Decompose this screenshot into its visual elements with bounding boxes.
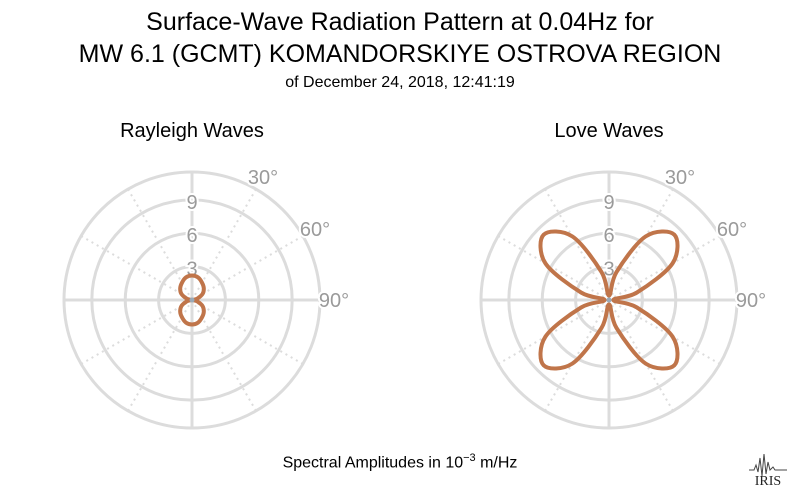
rayleigh-data-point-45: [202, 286, 206, 290]
love-data-point-30: [644, 234, 648, 238]
chart-title-line-2: MW 6.1 (GCMT) KOMANDORSKIYE OSTROVA REGI…: [78, 40, 722, 68]
love-data-point-225: [542, 363, 546, 367]
caption-prefix: Spectral Amplitudes in 10: [282, 454, 464, 472]
love-data-point-345: [599, 270, 604, 274]
rayleigh-data-point-225: [178, 310, 182, 314]
love-r-tick-9: 9: [603, 192, 614, 214]
love-data-point-210: [570, 362, 574, 366]
love-angle-label-60: 60°: [717, 219, 747, 241]
love-data-point-330: [570, 234, 574, 238]
rayleigh-data-point-300: [179, 292, 183, 296]
rayleigh-data-point-315: [178, 286, 182, 290]
rayleigh-data-point-60: [201, 292, 205, 296]
love-data-point-105: [635, 305, 639, 310]
rayleigh-ring-6: [123, 231, 261, 369]
love-data-point-0: [607, 293, 611, 298]
rayleigh-data-point-105: [195, 299, 199, 304]
rayleigh-outer-ring: [62, 170, 322, 430]
rayleigh-data-point-330: [180, 281, 184, 285]
rayleigh-data-point-180: [190, 322, 194, 327]
love-ring-9: [507, 198, 711, 402]
love-data-point-120: [671, 335, 675, 339]
rayleigh-ring-9: [90, 198, 294, 402]
love-data-point-90: [611, 298, 616, 302]
rayleigh-r-tick-6: 6: [186, 225, 197, 247]
rayleigh-data-point-165: [196, 320, 200, 325]
love-data-point-285: [579, 290, 583, 295]
love-ring-3: [574, 265, 644, 335]
love-data-point-315: [542, 233, 546, 237]
love-data-point-240: [543, 335, 547, 339]
love-data-point-300: [543, 261, 547, 265]
amplitude-unit-caption: Spectral Amplitudes in 10−3 m/Hz: [0, 452, 800, 472]
love-panel-title: Love Waves: [554, 120, 664, 142]
love-angle-label-30: 30°: [665, 167, 695, 189]
love-data-point-150: [644, 362, 648, 366]
love-outer-ring: [479, 170, 739, 430]
love-data-point-75: [635, 290, 639, 295]
chart-title-line-1: Surface-Wave Radiation Pattern at 0.04Hz…: [146, 8, 654, 36]
chart-subtitle: of December 24, 2018, 12:41:19: [285, 74, 515, 91]
love-ring-6: [540, 231, 678, 369]
love-data-point-270: [602, 298, 607, 302]
rayleigh-data-point-240: [179, 304, 183, 308]
love-r-tick-6: 6: [603, 225, 614, 247]
caption-exponent: −3: [463, 452, 476, 464]
love-data-point-60: [671, 261, 675, 265]
love-data-point-195: [599, 326, 604, 330]
love-data-point-135: [672, 363, 676, 367]
rayleigh-data-point-195: [184, 320, 188, 325]
iris-logo: IRIS: [749, 453, 787, 488]
rayleigh-panel-title: Rayleigh Waves: [120, 120, 264, 142]
rayleigh-data-point-285: [185, 296, 189, 301]
love-angle-label-90: 90°: [736, 290, 766, 312]
rayleigh-data-point-255: [185, 299, 189, 304]
rayleigh-data-point-345: [184, 275, 188, 280]
love-center-marker: [606, 297, 612, 303]
rayleigh-data-point-0: [190, 273, 194, 278]
rayleigh-r-tick-9: 9: [186, 192, 197, 214]
rayleigh-data-point-30: [200, 281, 204, 285]
rayleigh-angle-label-90: 90°: [319, 290, 349, 312]
love-data-point-45: [672, 233, 676, 237]
rayleigh-data-point-210: [180, 315, 184, 319]
iris-logo-text: IRIS: [755, 474, 781, 488]
rayleigh-data-point-120: [201, 304, 205, 308]
rayleigh-ring-3: [157, 265, 227, 335]
rayleigh-center-marker: [189, 297, 195, 303]
rayleigh-data-point-75: [195, 296, 199, 301]
love-data-point-165: [614, 326, 619, 330]
rayleigh-angle-label-60: 60°: [300, 219, 330, 241]
rayleigh-data-point-135: [202, 310, 206, 314]
love-data-point-255: [579, 305, 583, 310]
love-data-point-15: [614, 270, 619, 274]
rayleigh-data-point-15: [196, 275, 200, 280]
rayleigh-angle-label-30: 30°: [248, 167, 278, 189]
love-data-point-180: [607, 302, 611, 307]
rayleigh-data-point-150: [200, 315, 204, 319]
caption-suffix: m/Hz: [475, 454, 518, 472]
